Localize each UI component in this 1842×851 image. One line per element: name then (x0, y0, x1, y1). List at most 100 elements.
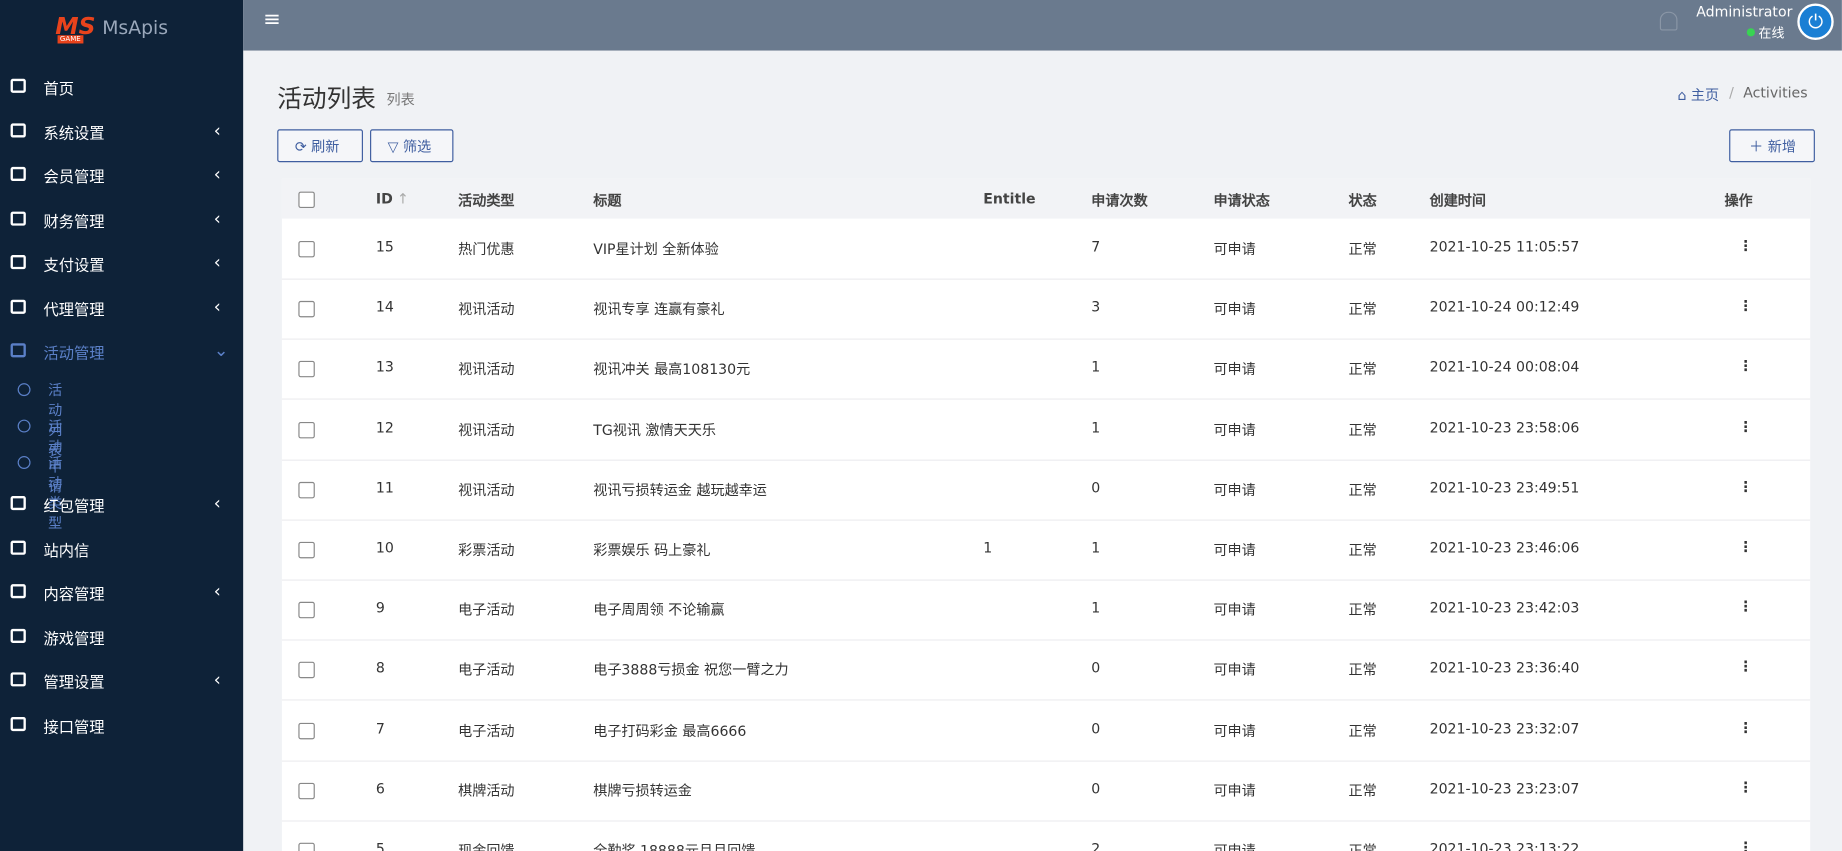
sidebar: MS GAME MsApis 首页 系统设置 ‹ 会员管理 ‹ 财务管理 ‹ 支付设置 ‹ 代理管… (0, 0, 244, 851)
menu-icon (10, 672, 26, 687)
row-actions[interactable]: ⋮ (1738, 839, 1753, 851)
menu-label: 财务管理 (43, 213, 105, 231)
breadcrumb-home[interactable]: ⌂ 主页 (1677, 86, 1720, 104)
menu-toggle[interactable]: ≡ (263, 7, 281, 32)
breadcrumb-link[interactable]: 主页 (1690, 86, 1720, 104)
menu-arrow: ‹ (213, 251, 221, 273)
row-checkbox[interactable] (298, 361, 315, 378)
table-cell: 2021-10-24 00:12:49 (1429, 298, 1580, 316)
table-cell: 9 (375, 599, 385, 617)
table-cell: 2021-10-23 23:23:07 (1429, 780, 1580, 797)
column-header: 申请次数 (1091, 192, 1148, 210)
bell-icon[interactable] (1659, 11, 1678, 31)
menu-label: 内容管理 (43, 586, 105, 605)
table-cell: 电子打码彩金 最高6666 (593, 722, 747, 739)
menu-label: 代理管理 (43, 301, 105, 320)
table-cell: 可申请 (1213, 662, 1256, 679)
row-actions[interactable]: ⋮ (1738, 357, 1753, 375)
row-actions[interactable]: ⋮ (1738, 779, 1753, 796)
table-cell: 13 (375, 358, 394, 376)
row-checkbox[interactable] (298, 240, 315, 258)
table-cell: 1 (1091, 419, 1101, 436)
logo-sub: GAME (57, 35, 84, 44)
row-actions[interactable]: ⋮ (1738, 718, 1753, 736)
table-cell: 8 (375, 659, 385, 677)
table-cell: 1 (1091, 358, 1101, 376)
menu-arrow: ‹ (213, 119, 221, 141)
menu-icon (10, 122, 26, 137)
row-separator (281, 519, 1811, 521)
user-name[interactable]: Administrator (1696, 3, 1793, 20)
table-cell: 2021-10-23 23:32:07 (1429, 720, 1580, 737)
menu-label: 游戏管理 (43, 630, 105, 649)
row-separator (281, 639, 1811, 641)
table-cell: 棋牌亏损转运金 (593, 782, 692, 800)
table-cell: 可申请 (1213, 421, 1256, 438)
menu-icon (10, 628, 26, 643)
table-cell: 0 (1091, 479, 1101, 496)
table-cell: 1 (983, 539, 993, 556)
table-cell: 正常 (1348, 240, 1377, 258)
column-header: 申请状态 (1213, 192, 1270, 210)
refresh-button[interactable]: ⟳ 刷新 (277, 129, 363, 163)
column-header[interactable]: ID (375, 190, 393, 207)
page-title: 活动列表 (277, 84, 376, 113)
table-cell: 正常 (1348, 361, 1377, 378)
row-checkbox[interactable] (298, 722, 315, 739)
table-cell: 正常 (1348, 782, 1377, 800)
row-checkbox[interactable] (298, 782, 315, 800)
menu-arrow: ‹ (213, 295, 221, 317)
table-cell: 15 (375, 238, 394, 256)
table-cell: 现金回馈 (458, 842, 515, 851)
breadcrumb-sep: / (1729, 84, 1734, 102)
row-checkbox[interactable] (298, 602, 315, 619)
row-checkbox[interactable] (298, 301, 315, 318)
row-separator (281, 820, 1811, 822)
table-cell: 0 (1091, 780, 1101, 797)
row-checkbox[interactable] (298, 541, 315, 559)
table-cell: 2021-10-25 11:05:57 (1429, 238, 1580, 256)
row-actions[interactable]: ⋮ (1738, 538, 1753, 555)
avatar[interactable]: ⏻ (1797, 3, 1834, 40)
table-cell: 正常 (1348, 481, 1377, 499)
row-checkbox[interactable] (298, 842, 315, 851)
column-header: 创建时间 (1429, 192, 1487, 210)
table-cell: 7 (1091, 238, 1101, 256)
table-cell: 7 (375, 720, 385, 737)
table-cell: 视讯活动 (458, 421, 515, 438)
menu-label: 活动管理 (43, 345, 105, 364)
add-button[interactable]: ＋ 新增 (1729, 129, 1815, 163)
table-cell: 电子3888亏损金 祝您一臂之力 (593, 662, 789, 679)
menu-arrow: ‹ (213, 668, 221, 690)
menu-label: 支付设置 (43, 257, 105, 276)
row-actions[interactable]: ⋮ (1738, 478, 1753, 495)
menu-label: 站内信 (43, 542, 90, 561)
header-checkbox[interactable] (298, 191, 315, 209)
row-separator (281, 338, 1811, 340)
row-actions[interactable]: ⋮ (1738, 598, 1753, 615)
row-checkbox[interactable] (298, 662, 315, 679)
menu-icon (10, 166, 26, 182)
row-checkbox[interactable] (298, 481, 315, 499)
column-header: Entitle (983, 190, 1036, 207)
table-cell: 正常 (1348, 662, 1377, 679)
table-cell: 2021-10-23 23:42:03 (1429, 599, 1580, 617)
submenu-dot (17, 456, 31, 469)
row-actions[interactable]: ⋮ (1738, 658, 1753, 676)
table-cell: 2021-10-24 00:08:04 (1429, 358, 1580, 376)
menu-arrow: ⌄ (213, 339, 229, 361)
table-cell: 0 (1091, 659, 1101, 677)
table-cell: 可申请 (1213, 361, 1256, 378)
sort-icon[interactable]: ↑ (397, 190, 409, 207)
user-status: 在线 (1758, 25, 1785, 42)
row-checkbox[interactable] (298, 421, 315, 438)
row-actions[interactable]: ⋮ (1738, 237, 1753, 254)
row-actions[interactable]: ⋮ (1738, 297, 1753, 315)
menu-label: 接口管理 (43, 718, 105, 737)
row-actions[interactable]: ⋮ (1738, 417, 1753, 435)
column-header: 状态 (1348, 192, 1377, 210)
filter-button[interactable]: ▽ 筛选 (370, 129, 454, 163)
submenu-dot (17, 383, 31, 397)
table-cell: 10 (375, 539, 394, 556)
